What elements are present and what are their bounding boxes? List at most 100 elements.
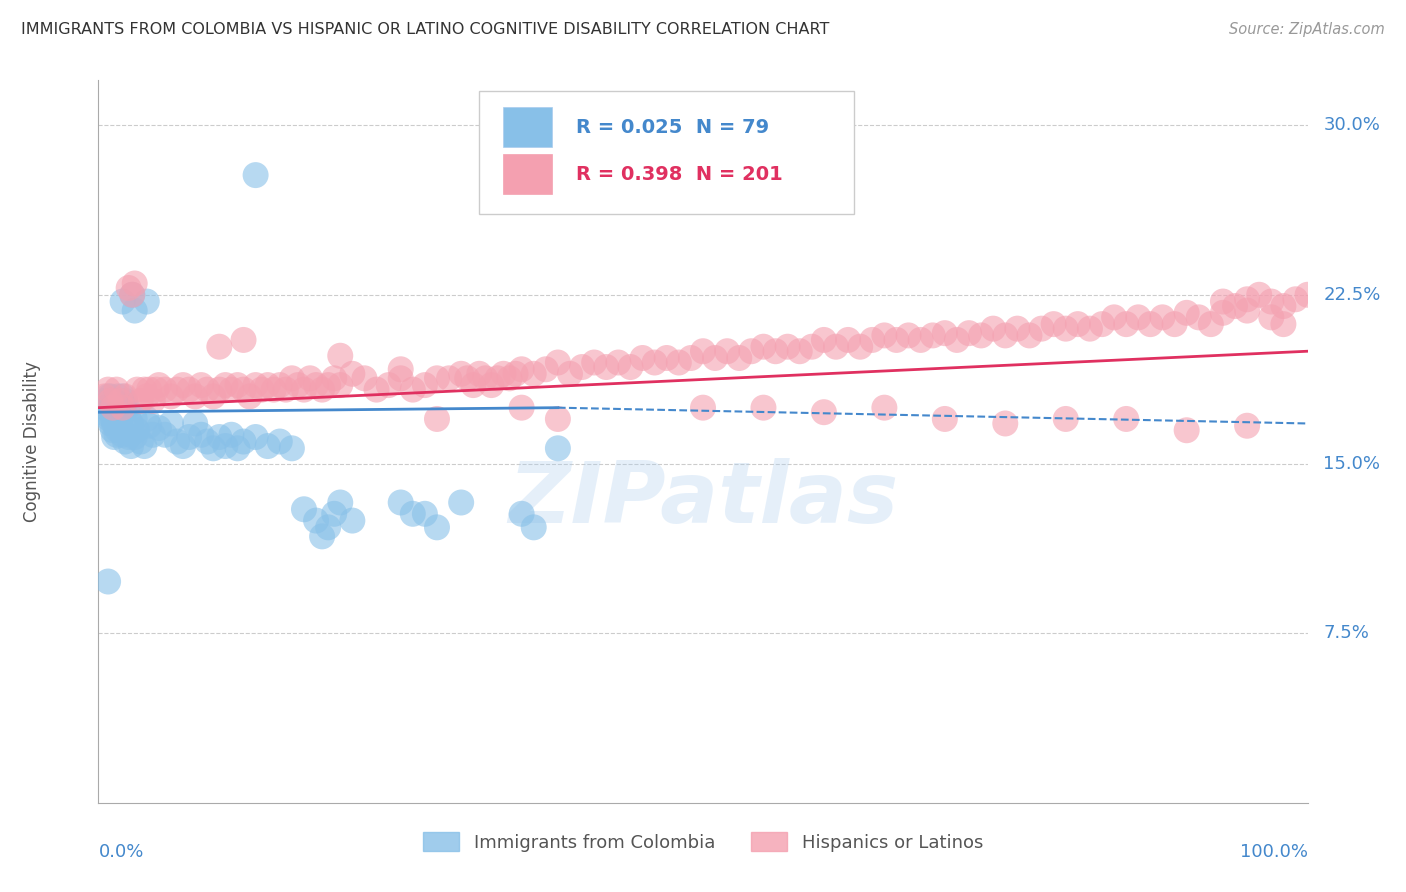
Text: 0.0%: 0.0%	[98, 843, 143, 861]
Point	[250, 383, 273, 397]
Point	[153, 383, 176, 397]
Point	[1042, 317, 1064, 331]
Point	[389, 495, 412, 509]
Point	[287, 378, 309, 392]
Point	[107, 389, 129, 403]
Point	[1128, 310, 1150, 325]
Point	[934, 412, 956, 426]
Text: 22.5%: 22.5%	[1323, 285, 1381, 304]
Point	[269, 378, 291, 392]
Point	[114, 389, 136, 403]
Point	[214, 378, 236, 392]
Point	[789, 344, 811, 359]
Point	[108, 396, 131, 410]
Point	[245, 430, 267, 444]
Point	[813, 405, 835, 419]
Point	[179, 430, 201, 444]
Point	[166, 383, 188, 397]
Point	[716, 344, 738, 359]
Point	[305, 514, 328, 528]
Point	[134, 439, 156, 453]
Point	[226, 378, 249, 392]
Point	[135, 389, 157, 403]
Point	[107, 423, 129, 437]
Point	[135, 294, 157, 309]
Point	[728, 351, 751, 365]
Point	[1188, 310, 1211, 325]
Point	[450, 495, 472, 509]
Point	[366, 383, 388, 397]
Point	[316, 520, 339, 534]
Point	[160, 389, 183, 403]
Point	[93, 389, 115, 403]
Point	[232, 383, 254, 397]
Point	[104, 405, 127, 419]
Point	[329, 378, 352, 392]
Point	[813, 333, 835, 347]
Point	[413, 378, 436, 392]
Point	[124, 277, 146, 291]
Point	[232, 434, 254, 449]
Point	[118, 412, 141, 426]
Text: R = 0.025  N = 79: R = 0.025 N = 79	[576, 118, 769, 136]
Point	[486, 371, 509, 385]
Point	[311, 529, 333, 543]
Point	[692, 344, 714, 359]
Point	[101, 401, 124, 415]
Point	[190, 427, 212, 442]
Point	[1236, 303, 1258, 318]
Point	[256, 378, 278, 392]
Point	[1102, 310, 1125, 325]
Point	[481, 378, 503, 392]
Point	[105, 412, 128, 426]
Point	[114, 393, 136, 408]
Point	[1199, 317, 1222, 331]
Point	[800, 340, 823, 354]
Point	[1139, 317, 1161, 331]
Point	[377, 378, 399, 392]
Point	[523, 520, 546, 534]
Point	[1260, 294, 1282, 309]
Point	[101, 393, 124, 408]
Point	[97, 389, 120, 403]
Point	[292, 502, 315, 516]
Point	[108, 417, 131, 431]
Point	[263, 383, 285, 397]
Point	[1175, 423, 1198, 437]
FancyBboxPatch shape	[503, 107, 551, 147]
Point	[93, 393, 115, 408]
Point	[245, 378, 267, 392]
Point	[129, 393, 152, 408]
Point	[413, 507, 436, 521]
Point	[232, 333, 254, 347]
Point	[101, 412, 124, 426]
Point	[100, 417, 122, 431]
Point	[389, 371, 412, 385]
Point	[1018, 328, 1040, 343]
Point	[426, 371, 449, 385]
Point	[127, 383, 149, 397]
Point	[107, 405, 129, 419]
Point	[111, 427, 134, 442]
Point	[118, 430, 141, 444]
Point	[450, 367, 472, 381]
Point	[94, 401, 117, 415]
Point	[1152, 310, 1174, 325]
Point	[118, 281, 141, 295]
Point	[184, 417, 207, 431]
Point	[342, 367, 364, 381]
Point	[323, 507, 346, 521]
Point	[1284, 293, 1306, 307]
Point	[166, 434, 188, 449]
Point	[456, 371, 478, 385]
Point	[239, 389, 262, 403]
Point	[214, 439, 236, 453]
Point	[860, 333, 883, 347]
Point	[110, 408, 132, 422]
Point	[101, 423, 124, 437]
Point	[100, 389, 122, 403]
Point	[145, 383, 167, 397]
Point	[1163, 317, 1185, 331]
Point	[1067, 317, 1090, 331]
Point	[184, 389, 207, 403]
